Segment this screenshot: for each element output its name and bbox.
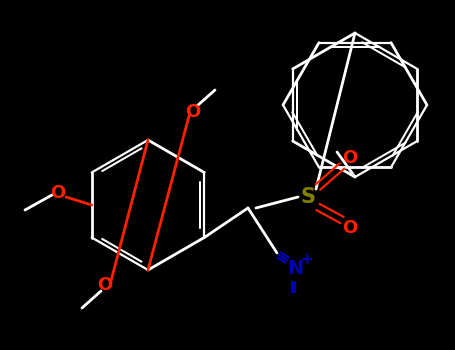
Text: S: S <box>300 187 315 207</box>
Text: O: O <box>185 103 201 121</box>
Text: +: + <box>301 252 313 267</box>
Text: O: O <box>97 276 113 294</box>
Text: N: N <box>287 259 303 278</box>
Text: O: O <box>342 149 358 167</box>
Text: O: O <box>342 219 358 237</box>
Text: O: O <box>51 184 66 202</box>
